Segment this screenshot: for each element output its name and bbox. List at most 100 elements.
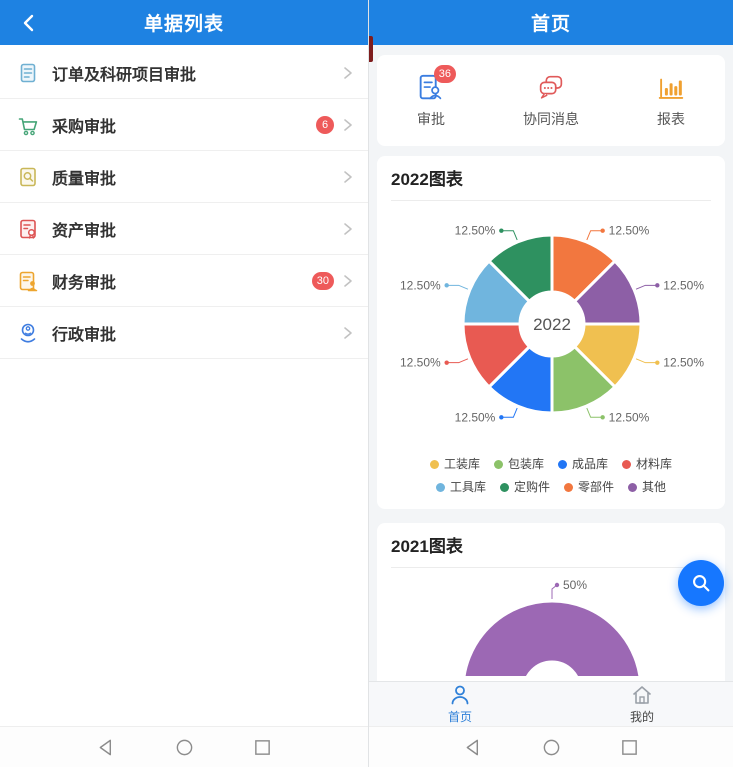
android-recents-button[interactable] xyxy=(619,737,640,758)
count-badge: 30 xyxy=(311,271,334,290)
approval-document-icon xyxy=(419,74,442,100)
document-lines-icon xyxy=(20,63,36,82)
home-icon xyxy=(632,686,652,704)
back-triangle-icon xyxy=(99,739,111,755)
legend-item: 材料库 xyxy=(622,453,672,476)
shortcuts-card: 36 审批 协同消息 xyxy=(377,55,725,146)
svg-text:12.50%: 12.50% xyxy=(609,224,650,238)
list-item-label: 资产审批 xyxy=(52,222,117,240)
service-hand-icon xyxy=(20,323,36,343)
shopping-cart-icon xyxy=(18,117,38,135)
shortcut-reports[interactable]: 报表 xyxy=(655,72,687,129)
screen-edge-artifact xyxy=(369,36,373,62)
svg-text:12.50%: 12.50% xyxy=(663,356,704,370)
page-title: 首页 xyxy=(530,14,571,35)
right-appbar: 首页 xyxy=(369,0,733,45)
document-search-icon xyxy=(20,167,36,186)
svg-text:12.50%: 12.50% xyxy=(609,410,650,424)
legend-dot xyxy=(564,483,573,492)
tab-home[interactable]: 首页 xyxy=(369,682,551,726)
android-back-button[interactable] xyxy=(463,737,484,758)
tab-mine[interactable]: 我的 xyxy=(551,682,733,726)
home-circle-icon xyxy=(543,739,559,755)
chevron-right-icon xyxy=(344,326,352,339)
legend-item: 工装库 xyxy=(429,453,480,476)
search-fab[interactable] xyxy=(678,560,724,606)
list-item-label: 质量审批 xyxy=(52,170,117,188)
list-item-quality-approval[interactable]: 质量审批 xyxy=(0,151,368,203)
android-home-button[interactable] xyxy=(174,737,195,758)
shortcut-approval[interactable]: 36 审批 xyxy=(415,65,456,129)
count-badge: 6 xyxy=(316,115,334,134)
home-screen: 首页 36 审批 xyxy=(368,0,733,767)
list-item-label: 采购审批 xyxy=(52,118,117,136)
android-back-button[interactable] xyxy=(96,737,117,758)
chart-title: 2022图表 xyxy=(391,170,463,189)
svg-text:12.50%: 12.50% xyxy=(400,356,441,370)
legend-dot xyxy=(628,483,638,492)
back-button[interactable] xyxy=(10,0,46,45)
svg-text:12.50%: 12.50% xyxy=(455,224,496,238)
tab-label: 我的 xyxy=(629,710,654,724)
divider xyxy=(391,200,711,201)
legend-item: 工具库 xyxy=(435,476,486,499)
document-list-screen: 单据列表 订单及科研项目审批 xyxy=(0,0,368,767)
legend-item: 包装库 xyxy=(493,453,544,476)
document-stamp-icon xyxy=(19,271,38,291)
chart-card-2021: 2021图表 50% xyxy=(377,523,725,681)
shortcut-label: 协同消息 xyxy=(523,111,579,127)
chevron-right-icon xyxy=(344,118,352,131)
person-icon xyxy=(451,685,469,705)
android-navbar xyxy=(0,726,368,767)
chevron-right-icon xyxy=(344,170,352,183)
list-item-finance-approval[interactable]: 财务审批 30 xyxy=(0,255,368,307)
pie-slice xyxy=(487,233,554,303)
list-item-label: 行政审批 xyxy=(52,326,117,344)
chart-title: 2021图表 xyxy=(391,537,463,556)
search-icon xyxy=(693,575,710,592)
legend-item: 定购件 xyxy=(499,476,550,499)
android-recents-button[interactable] xyxy=(252,737,273,758)
legend-item: 其他 xyxy=(628,476,666,499)
donut-chart-2021: 50% xyxy=(462,578,642,676)
chat-bubbles-icon xyxy=(539,75,563,99)
svg-text:12.50%: 12.50% xyxy=(663,278,704,292)
donut-chart-2022: 12.50% 12.50% 12.50% 12.50% 12.50% 12.50% 12.5… xyxy=(400,224,704,425)
approval-count-badge: 36 xyxy=(433,65,456,83)
android-home-button[interactable] xyxy=(541,737,562,758)
approval-list: 订单及科研项目审批 采购审批 6 xyxy=(0,47,368,359)
list-item-purchase-approval[interactable]: 采购审批 6 xyxy=(0,99,368,151)
svg-text:12.50%: 12.50% xyxy=(455,410,496,424)
home-content: 36 审批 协同消息 xyxy=(369,45,733,681)
document-seal-icon xyxy=(20,219,36,239)
chevron-left-icon xyxy=(23,14,34,31)
chevron-right-icon xyxy=(344,66,352,79)
list-item-asset-approval[interactable]: 资产审批 xyxy=(0,203,368,255)
legend-item: 零部件 xyxy=(564,476,614,499)
list-item-order-approval[interactable]: 订单及科研项目审批 xyxy=(0,47,368,99)
svg-text:12.50%: 12.50% xyxy=(400,278,441,292)
svg-text:2022: 2022 xyxy=(533,315,571,334)
list-item-admin-approval[interactable]: 行政审批 xyxy=(0,307,368,359)
legend-dot xyxy=(622,460,632,469)
android-navbar xyxy=(369,726,733,767)
chart-card-2022: 2022图表 12.50% 12.50% 12.50% 12.50% 12.50% 12.… xyxy=(377,156,725,509)
divider xyxy=(391,567,711,568)
left-appbar: 单据列表 xyxy=(0,0,368,45)
shortcut-messages[interactable]: 协同消息 xyxy=(523,72,579,129)
shortcut-label: 报表 xyxy=(657,111,685,127)
shortcut-label: 审批 xyxy=(417,111,445,127)
list-item-label: 订单及科研项目审批 xyxy=(52,66,197,84)
legend-dot xyxy=(435,483,445,492)
legend-dot xyxy=(493,460,503,469)
svg-text:50%: 50% xyxy=(563,578,587,592)
legend-dot xyxy=(558,460,567,469)
legend-dot xyxy=(429,460,439,469)
recents-square-icon xyxy=(254,739,270,755)
pie-slice xyxy=(462,599,642,676)
recents-square-icon xyxy=(621,739,637,755)
chevron-right-icon xyxy=(344,222,352,235)
bar-chart-icon xyxy=(658,78,684,99)
home-circle-icon xyxy=(176,739,192,755)
